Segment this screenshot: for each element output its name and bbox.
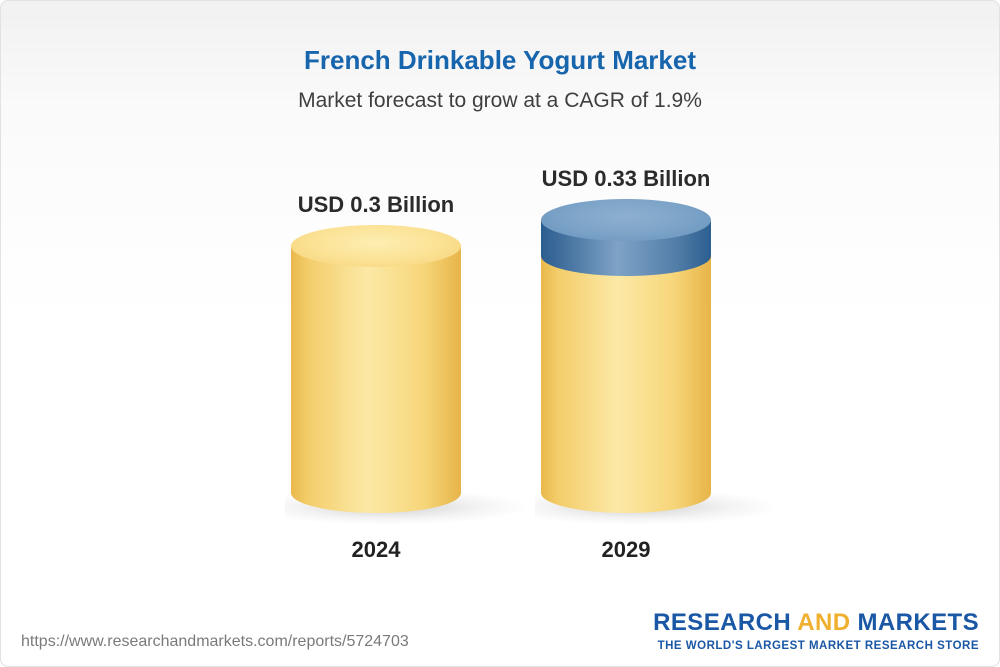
bar-value-label-2029: USD 0.33 Billion: [541, 166, 711, 191]
logo-word-and: AND: [797, 609, 851, 636]
bar-value-label-2024: USD 0.3 Billion: [297, 192, 455, 217]
research-and-markets-logo: RESEARCH AND MARKETS THE WORLD'S LARGEST…: [653, 609, 979, 652]
bar-body: [541, 255, 711, 513]
bar-top-ellipse: [291, 225, 461, 267]
bar-cylinder-2029: [535, 199, 781, 525]
axis-label-2029: 2029: [601, 537, 651, 562]
bar-body: [291, 246, 461, 513]
logo-word-markets: MARKETS: [857, 609, 979, 636]
bar-cylinder-2024: [285, 225, 531, 525]
growth-cap-top-ellipse: [541, 199, 711, 241]
report-url-link[interactable]: https://www.researchandmarkets.com/repor…: [21, 633, 409, 650]
logo-tagline: THE WORLD'S LARGEST MARKET RESEARCH STOR…: [657, 640, 979, 652]
axis-label-2024: 2024: [351, 537, 401, 562]
logo-word-research: RESEARCH: [653, 609, 792, 636]
logo-wordmark: RESEARCH AND MARKETS: [653, 609, 979, 637]
chart-subtitle: Market forecast to grow at a CAGR of 1.9…: [298, 89, 702, 112]
page-title: French Drinkable Yogurt Market: [303, 45, 697, 75]
